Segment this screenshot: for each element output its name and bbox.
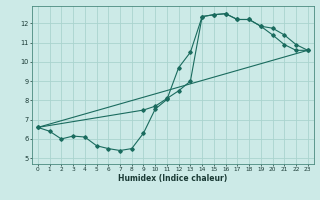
X-axis label: Humidex (Indice chaleur): Humidex (Indice chaleur) (118, 174, 228, 183)
